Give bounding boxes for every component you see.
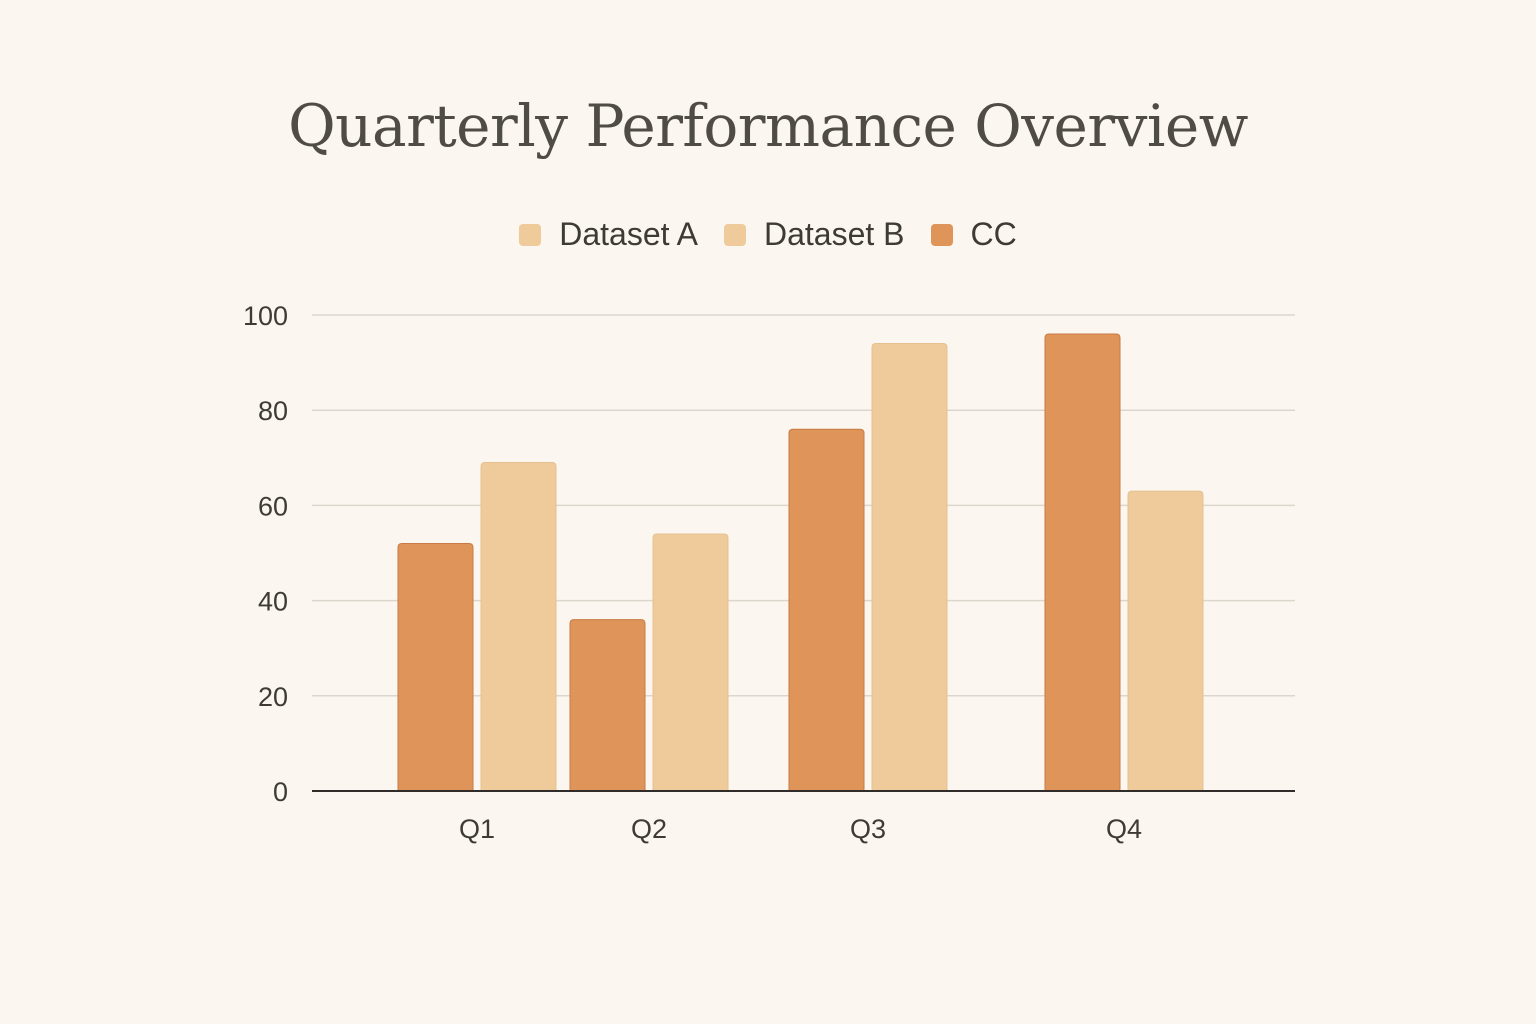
y-tick-label: 60 <box>258 491 288 521</box>
bar-dataset-a-q1 <box>480 462 557 792</box>
legend-label: Dataset B <box>764 216 905 252</box>
y-tick-label: 20 <box>258 682 288 712</box>
bar-dataset-a-q2 <box>652 533 729 792</box>
x-tick-label: Q4 <box>1106 814 1142 844</box>
x-tick-label: Q2 <box>631 814 667 844</box>
legend-swatch <box>519 223 542 246</box>
legend-swatch <box>930 223 953 246</box>
y-tick-label: 40 <box>258 587 288 617</box>
legend-swatch <box>724 223 746 246</box>
chart-title: Quarterly Performance Overview <box>288 92 1248 160</box>
bar-cc-q2 <box>569 619 646 792</box>
y-tick-label: 100 <box>243 301 288 331</box>
bar-cc-q1 <box>397 542 474 792</box>
bar-dataset-a-q3 <box>871 343 948 792</box>
legend-label: Dataset A <box>559 216 698 252</box>
legend: Dataset A Dataset B CC <box>0 216 1536 253</box>
legend-item-cc: CC <box>930 216 1017 253</box>
x-tick-label: Q3 <box>850 814 886 844</box>
legend-item-dataset-b: Dataset B <box>724 216 905 253</box>
bar-cc-q4 <box>1044 333 1121 792</box>
legend-label: CC <box>970 216 1017 252</box>
y-tick-label: 80 <box>258 396 288 426</box>
y-tick-label: 0 <box>273 777 288 807</box>
bar-cc-q3 <box>788 428 865 792</box>
x-tick-label: Q1 <box>459 814 495 844</box>
legend-item-dataset-a: Dataset A <box>519 216 698 253</box>
bar-dataset-a-q4 <box>1127 490 1204 792</box>
